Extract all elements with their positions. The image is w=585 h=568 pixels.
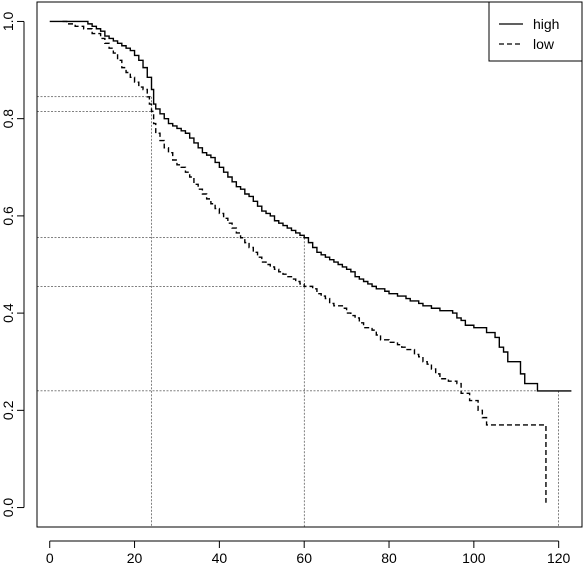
x-tick-label-1: 20 <box>127 550 143 566</box>
y-axis: 0.0 0.2 0.4 0.6 0.8 1.0 <box>0 12 25 518</box>
x-tick-label-4: 80 <box>381 550 397 566</box>
y-tick-label-1: 0.2 <box>0 400 16 420</box>
x-tick-label-3: 60 <box>296 550 312 566</box>
y-tick-label-5: 1.0 <box>0 12 16 32</box>
x-tick-label-5: 100 <box>462 550 486 566</box>
x-tick-label-2: 40 <box>212 550 228 566</box>
x-tick-label-6: 120 <box>547 550 571 566</box>
legend-label-low: low <box>533 36 555 52</box>
legend-box <box>488 1 583 62</box>
x-tick-label-0: 0 <box>46 550 54 566</box>
reference-lines <box>37 96 559 527</box>
x-axis: 0 20 40 60 80 100 120 <box>46 540 571 566</box>
y-tick-label-2: 0.4 <box>0 303 16 323</box>
y-tick-label-3: 0.6 <box>0 206 16 226</box>
legend-label-high: high <box>533 16 559 32</box>
series-layer <box>49 20 572 503</box>
series-line-low <box>62 20 547 503</box>
legend: high low <box>488 1 583 62</box>
plot-frame <box>36 1 583 528</box>
y-tick-label-4: 0.8 <box>0 109 16 129</box>
series-line-high <box>49 20 572 392</box>
y-tick-label-0: 0.0 <box>0 498 16 518</box>
